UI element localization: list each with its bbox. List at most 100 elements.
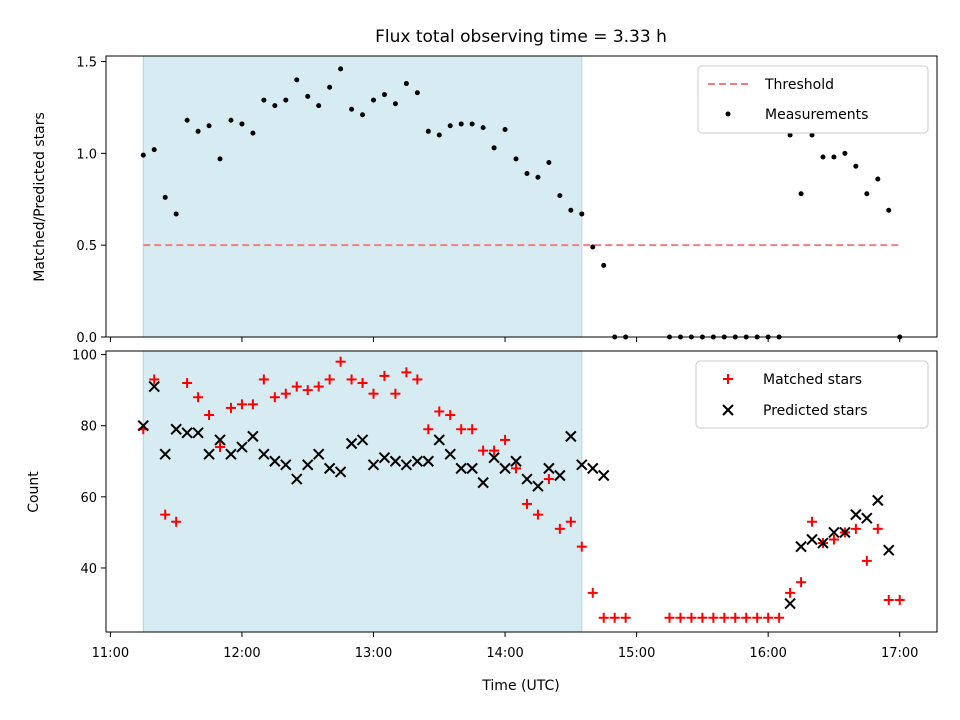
measurement-point bbox=[392, 101, 398, 107]
matched-star-point bbox=[434, 406, 445, 417]
measurement-point bbox=[458, 121, 464, 127]
y-tick-label: 80 bbox=[80, 420, 97, 435]
predicted-star-point bbox=[345, 437, 358, 450]
matched-star-point bbox=[182, 378, 193, 389]
predicted-star-point bbox=[817, 537, 829, 549]
x-tick-label: 16:00 bbox=[749, 646, 786, 661]
measurement-point bbox=[601, 262, 607, 268]
measurement-point bbox=[809, 132, 815, 138]
predicted-star-point bbox=[192, 427, 204, 439]
matched-star-point bbox=[346, 374, 357, 385]
predicted-star-point bbox=[532, 480, 544, 492]
measurement-point bbox=[864, 191, 870, 197]
predicted-star-point bbox=[444, 448, 456, 460]
matched-star-point bbox=[620, 612, 631, 623]
measurement-point bbox=[820, 154, 826, 160]
x-tick-label: 13:00 bbox=[355, 646, 392, 661]
matched-star-point bbox=[675, 612, 686, 623]
measurement-point bbox=[250, 130, 256, 136]
measurement-point bbox=[798, 191, 804, 197]
predicted-star-point bbox=[280, 459, 292, 471]
measurement-point bbox=[524, 171, 530, 177]
matched-star-point bbox=[719, 612, 730, 623]
predicted-star-point bbox=[554, 469, 566, 482]
matched-star-point bbox=[609, 612, 620, 623]
measurement-point bbox=[886, 207, 892, 213]
top-y-ticks: 0.0 0.5 1.0 1.5 bbox=[76, 56, 106, 346]
matched-star-point bbox=[664, 612, 675, 623]
matched-star-point bbox=[456, 424, 467, 435]
measurement-point bbox=[831, 154, 837, 160]
predicted-star-point bbox=[510, 455, 522, 467]
matched-star-point bbox=[774, 612, 785, 623]
measurement-point bbox=[261, 97, 267, 103]
matched-star-point bbox=[160, 509, 171, 520]
bottom-x-ticks: 11:00 12:00 13:00 14:00 15:00 16:00 17:00 bbox=[92, 632, 918, 661]
matched-star-point bbox=[697, 612, 708, 623]
measurement-point bbox=[173, 211, 179, 217]
measurement-point bbox=[184, 117, 190, 123]
x-tick-label: 14:00 bbox=[486, 646, 523, 661]
y-tick-label: 0.5 bbox=[76, 239, 97, 254]
top-y-axis-label: Matched/Predicted stars bbox=[32, 112, 48, 282]
matched-star-point bbox=[467, 424, 478, 435]
measurement-point bbox=[546, 160, 552, 166]
measurement-point bbox=[557, 193, 563, 199]
predicted-star-point bbox=[302, 459, 314, 471]
predicted-star-point bbox=[543, 462, 555, 475]
matched-star-point bbox=[500, 434, 511, 445]
bottom-legend: Matched stars Predicted stars bbox=[695, 360, 929, 429]
matched-star-point bbox=[215, 442, 226, 453]
matched-star-point bbox=[193, 392, 204, 403]
predicted-star-point bbox=[148, 380, 160, 393]
top-shaded-region bbox=[142, 55, 583, 338]
measurement-point bbox=[360, 112, 366, 118]
predicted-star-point bbox=[389, 455, 402, 467]
matched-star-point bbox=[861, 555, 872, 566]
measurement-point bbox=[239, 121, 245, 127]
y-tick-label: 0.0 bbox=[76, 331, 97, 346]
measurement-point bbox=[568, 207, 574, 213]
matched-star-point bbox=[730, 612, 741, 623]
predicted-star-point bbox=[488, 452, 500, 464]
predicted-star-point bbox=[225, 448, 237, 460]
measurement-point bbox=[316, 103, 322, 109]
legend-predicted-label: Predicted stars bbox=[763, 403, 868, 419]
legend-predicted-swatch bbox=[722, 404, 734, 416]
chart-title: Flux total observing time = 3.33 h bbox=[375, 27, 667, 47]
matched-star-point bbox=[763, 612, 774, 623]
legend-matched-swatch bbox=[723, 374, 733, 384]
matched-star-point bbox=[291, 381, 302, 392]
measurement-point bbox=[381, 92, 387, 98]
predicted-star-point bbox=[477, 476, 489, 489]
matched-star-point bbox=[335, 356, 346, 367]
matched-star-point bbox=[872, 523, 883, 534]
predicted-star-point bbox=[236, 441, 248, 453]
matched-star-point bbox=[247, 399, 258, 410]
matched-star-point bbox=[807, 516, 818, 527]
legend-threshold-label: Threshold bbox=[764, 77, 834, 93]
predicted-star-point bbox=[466, 462, 478, 475]
measurement-point bbox=[787, 132, 793, 138]
predicted-star-point bbox=[203, 448, 215, 460]
matched-star-point bbox=[686, 612, 697, 623]
measurement-point bbox=[403, 81, 409, 87]
predicted-star-point bbox=[872, 494, 884, 507]
matched-star-point bbox=[204, 410, 215, 421]
predicted-star-point bbox=[356, 434, 369, 446]
predicted-star-point bbox=[828, 526, 840, 539]
matched-star-point bbox=[785, 587, 796, 598]
legend-matched-label: Matched stars bbox=[763, 372, 862, 388]
measurement-point bbox=[195, 128, 201, 134]
measurement-point bbox=[842, 150, 848, 156]
predicted-star-point bbox=[422, 455, 435, 467]
matched-star-point bbox=[445, 410, 456, 421]
predicted-star-point bbox=[576, 459, 588, 471]
predicted-star-point bbox=[367, 459, 380, 471]
measurement-point bbox=[151, 147, 157, 153]
matched-star-point bbox=[423, 424, 434, 435]
matched-star-point bbox=[390, 388, 401, 399]
matched-star-point bbox=[324, 374, 335, 385]
y-tick-label: 1.5 bbox=[76, 56, 97, 71]
